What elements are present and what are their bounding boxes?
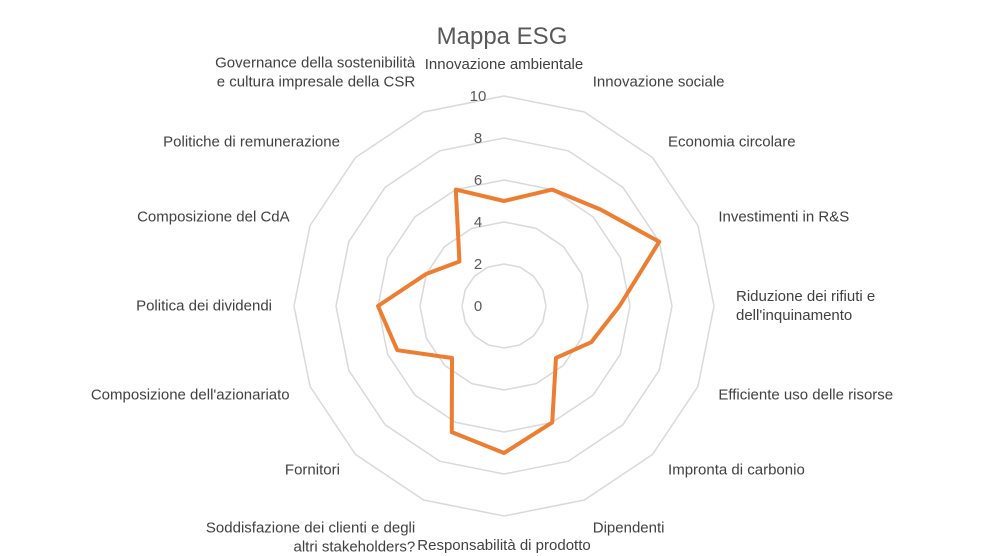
category-label: Responsabilità di prodotto — [417, 537, 590, 554]
category-label: Politica dei dividendi — [136, 298, 272, 315]
radar-grid — [293, 95, 715, 517]
series-layer — [376, 187, 662, 455]
grid-ring — [293, 95, 715, 517]
category-label: Investimenti in R&S — [718, 209, 849, 226]
tick-label: 2 — [474, 256, 482, 273]
category-label: Innovazione sociale — [593, 74, 725, 91]
category-label: Fornitori — [285, 462, 340, 479]
category-label: Composizione dell'azionariato — [91, 386, 290, 403]
series-line — [376, 187, 662, 455]
grid-ring — [461, 263, 547, 349]
category-label: Impronta di carbonio — [668, 462, 805, 479]
tick-label: 0 — [474, 298, 482, 315]
category-label: Economia circolare — [668, 133, 796, 150]
tick-label: 8 — [474, 130, 482, 147]
category-label: Innovazione ambientale — [425, 56, 583, 73]
grid-ring — [419, 221, 589, 391]
category-label: Governance della sostenibilità e cultura … — [215, 55, 416, 91]
category-label: Dipendenti — [593, 519, 665, 536]
category-label: Composizione del CdA — [137, 209, 290, 226]
category-label: Soddisfazione dei clienti e degli altri s… — [206, 519, 415, 555]
radial-axis-ticks: 0 2 4 6 8 10 — [470, 88, 487, 315]
category-label: Efficiente uso delle risorse — [718, 386, 893, 403]
category-labels: Innovazione ambientale Innovazione social… — [91, 55, 893, 556]
chart-title: Mappa ESG — [437, 23, 568, 50]
grid-ring — [335, 137, 673, 475]
category-label: Politiche di remunerazione — [163, 133, 340, 150]
tick-label: 6 — [474, 172, 482, 189]
category-label: Riduzione dei rifiuti e dell'inquinamento — [736, 288, 875, 324]
tick-label: 10 — [470, 88, 487, 105]
tick-label: 4 — [474, 214, 482, 231]
grid-ring — [377, 179, 631, 433]
